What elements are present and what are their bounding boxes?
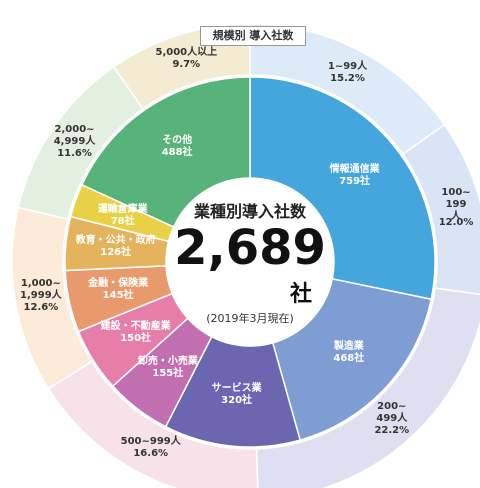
inner-value: 126社 [100,247,132,259]
center [166,178,334,346]
inner-value: 488社 [161,147,193,159]
inner-value: 155社 [152,368,184,380]
outer-value: 12.0% [438,217,474,229]
inner-name: 教育・公共・政府 [75,235,156,247]
center-unit: 社 [290,282,313,307]
center-title: 業種別導入社数 [193,202,306,221]
outer-name: 500~999人 [120,436,181,448]
outer-name: 1~99人 [327,60,368,72]
title-box: 規模別 導入社数 [200,26,306,46]
inner-value: 150社 [120,332,152,344]
inner-value: 759社 [339,175,371,187]
inner-name: その他 [162,135,193,147]
inner-value: 78社 [110,216,135,228]
outer-name: 5,000人以上 [155,46,218,58]
outer-value: 16.6% [133,448,169,460]
inner-value: 320社 [221,395,253,407]
outer-value: 9.7% [172,58,201,70]
inner-name: 製造業 [333,340,364,352]
inner-name: 金融・保険業 [88,277,149,289]
outer-value: 12.6% [23,301,59,313]
inner-name: 卸売・小売業 [137,356,198,368]
outer-segment [255,287,480,488]
outer-name: 200~ 499人 [376,400,408,424]
outer-name: 2,000~ 4,999人 [53,124,96,147]
inner-name: サービス業 [211,383,262,395]
outer-value: 15.2% [330,72,365,84]
inner-value: 468社 [333,352,365,364]
inner-name: 建設・不動産業 [100,320,171,332]
center-total: 2,689 [174,220,326,276]
inner-value: 145社 [102,289,134,301]
outer-value: 22.2% [374,424,410,436]
inner-name: 情報通信業 [329,163,380,175]
outer-name: 100~ 199人 [441,187,471,223]
center-note: (2019年3月現在) [206,312,294,325]
outer-value: 11.6% [57,148,92,159]
outer-name: 1,000~ 1,999人 [20,277,62,301]
inner-name: 運輸倉庫業 [97,204,148,216]
